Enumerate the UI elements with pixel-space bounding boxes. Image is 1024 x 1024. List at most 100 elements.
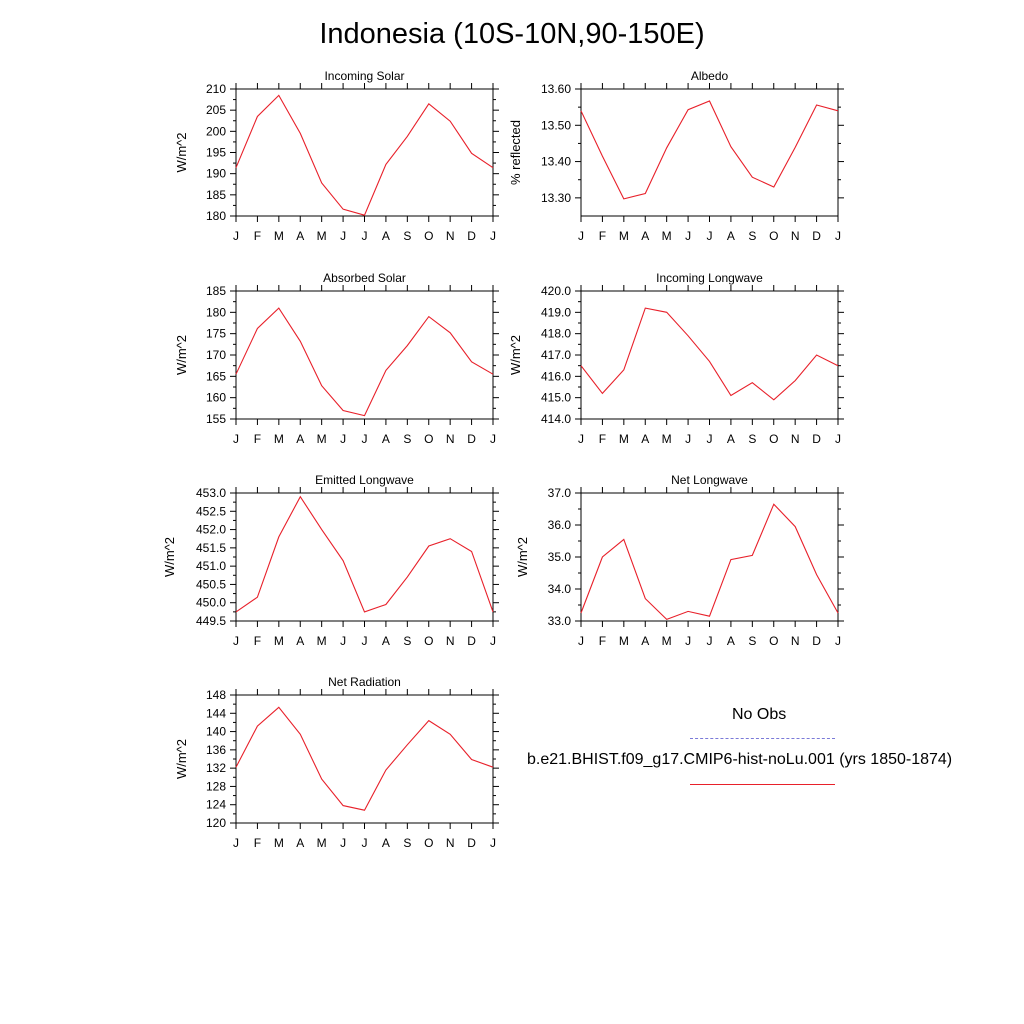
panel-7-ytick-label: 148 (206, 688, 226, 702)
panel-5-ytick-label: 453.0 (196, 486, 226, 500)
panel-5-ytick-label: 450.0 (196, 596, 226, 610)
panel-5-xtick-label: J (340, 634, 346, 648)
panel-1-ylabel: W/m^2 (174, 132, 189, 172)
panel-2-title: Albedo (691, 69, 729, 83)
panel-1-ytick-label: 210 (206, 82, 226, 96)
panel-7-xtick-label: F (254, 836, 261, 850)
panel-5-xtick-label: M (317, 634, 327, 648)
panel-4-xtick-label: O (769, 432, 778, 446)
panel-7-frame (235, 694, 494, 824)
panel-7-ytick-label: 128 (206, 779, 226, 793)
panel-3-ytick-label: 160 (206, 391, 226, 405)
panel-4-ytick-label: 419.0 (541, 305, 571, 319)
panel-1-xtick-label: M (274, 229, 284, 243)
panel-4-xtick-label: D (812, 432, 821, 446)
panel-1-title: Incoming Solar (324, 69, 404, 83)
panel-7-xtick-label: J (233, 836, 239, 850)
panel-1-xtick-label: J (490, 229, 496, 243)
panel-2-xtick-label: S (748, 229, 756, 243)
panel-2-xtick-label: D (812, 229, 821, 243)
legend-model-line (690, 784, 835, 785)
panel-6-xtick-label: D (812, 634, 821, 648)
panel-3-ytick-label: 185 (206, 284, 226, 298)
panel-3-ylabel: W/m^2 (174, 335, 189, 375)
panel-5-ylabel: W/m^2 (162, 537, 177, 577)
panel-4-xtick-label: N (791, 432, 800, 446)
panel-3-xtick-label: M (274, 432, 284, 446)
panel-2-xtick-label: M (619, 229, 629, 243)
panel-1-ytick-label: 190 (206, 167, 226, 181)
panel-7-xtick-label: S (403, 836, 411, 850)
panel-1-ytick-label: 195 (206, 146, 226, 160)
panel-4-ylabel: W/m^2 (508, 335, 523, 375)
panel-2-ytick-label: 13.40 (541, 155, 571, 169)
legend-obs-line (690, 738, 835, 739)
panel-6-ytick-label: 36.0 (548, 518, 572, 532)
panel-2-series-line (580, 100, 839, 200)
panel-6-xtick-label: M (619, 634, 629, 648)
panel-4-xtick-label: F (599, 432, 606, 446)
panel-1-xtick-label: F (254, 229, 261, 243)
panel-6-ytick-label: 33.0 (548, 614, 572, 628)
panel-5-ytick-label: 452.0 (196, 523, 226, 537)
panel-3-xtick-label: N (446, 432, 455, 446)
panel-3-xtick-label: J (490, 432, 496, 446)
panel-5-xtick-label: J (490, 634, 496, 648)
panel-7-ytick-label: 124 (206, 798, 226, 812)
panel-5-xtick-label: J (362, 634, 368, 648)
panel-6-ylabel: W/m^2 (515, 537, 530, 577)
panel-3-frame (235, 290, 494, 420)
panel-4-xtick-label: A (641, 432, 649, 446)
panel-4-ytick-label: 415.0 (541, 391, 571, 405)
panel-2-ytick-label: 13.60 (541, 82, 571, 96)
panel-2-xtick-label: N (791, 229, 800, 243)
panel-3-xtick-label: A (382, 432, 390, 446)
panel-1-xtick-label: A (296, 229, 304, 243)
panel-2-xtick-label: O (769, 229, 778, 243)
panel-7-xtick-label: D (467, 836, 476, 850)
panel-4-xtick-label: M (662, 432, 672, 446)
panel-5-title: Emitted Longwave (315, 473, 414, 487)
panel-6-xtick-label: J (578, 634, 584, 648)
panel-6-title: Net Longwave (671, 473, 748, 487)
panel-5-ytick-label: 451.0 (196, 559, 226, 573)
panel-5-frame (235, 492, 494, 622)
panel-4-xtick-label: J (685, 432, 691, 446)
panel-7-title: Net Radiation (328, 675, 401, 689)
panel-1-xtick-label: S (403, 229, 411, 243)
panel-4-ytick-label: 416.0 (541, 369, 571, 383)
panel-3-title: Absorbed Solar (323, 271, 406, 285)
panel-3-xtick-label: D (467, 432, 476, 446)
panel-6-frame (580, 492, 839, 622)
panel-5-xtick-label: O (424, 634, 433, 648)
panel-3-ytick-label: 170 (206, 348, 226, 362)
panel-7-xtick-label: A (296, 836, 304, 850)
panel-2-ytick-label: 13.50 (541, 118, 571, 132)
panel-4-ytick-label: 414.0 (541, 412, 571, 426)
panel-5-series-line (235, 495, 494, 613)
panel-7-xtick-label: M (317, 836, 327, 850)
panel-2-ytick-label: 13.30 (541, 191, 571, 205)
panel-2-xtick-label: F (599, 229, 606, 243)
panel-2-xtick-label: A (641, 229, 649, 243)
panel-6-xtick-label: A (727, 634, 735, 648)
panel-2-xtick-label: J (578, 229, 584, 243)
figure-title: Indonesia (10S-10N,90-150E) (319, 18, 705, 50)
panel-1-series-line (235, 94, 494, 216)
panel-6-ytick-label: 37.0 (548, 486, 572, 500)
panel-1-ytick-label: 185 (206, 188, 226, 202)
panel-4-xtick-label: J (835, 432, 841, 446)
panel-5-ytick-label: 450.5 (196, 577, 226, 591)
panel-2-xtick-label: A (727, 229, 735, 243)
panel-4-frame (580, 290, 839, 420)
panel-4-ytick-label: 420.0 (541, 284, 571, 298)
panel-1-xtick-label: J (340, 229, 346, 243)
panel-5-xtick-label: M (274, 634, 284, 648)
panel-7-ytick-label: 136 (206, 743, 226, 757)
legend-model-label: b.e21.BHIST.f09_g17.CMIP6-hist-noLu.001 … (527, 751, 953, 768)
panel-3-ytick-label: 155 (206, 412, 226, 426)
panel-7-ytick-label: 140 (206, 725, 226, 739)
panel-7-xtick-label: O (424, 836, 433, 850)
panel-5-xtick-label: A (382, 634, 390, 648)
